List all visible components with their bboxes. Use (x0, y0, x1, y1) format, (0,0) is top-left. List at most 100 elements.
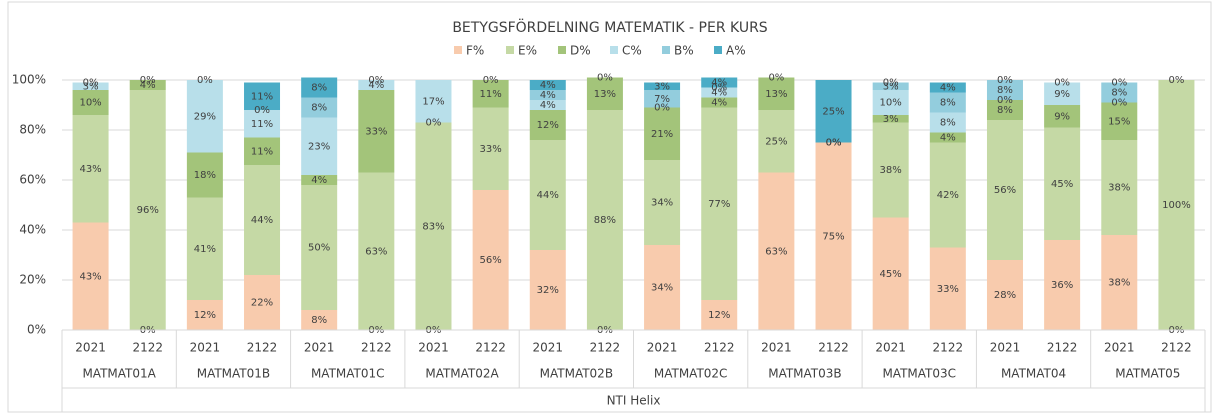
data-label: 4% (711, 98, 727, 109)
data-label: 8% (997, 105, 1013, 116)
bar-segment (701, 87, 738, 98)
data-label: 11% (480, 89, 502, 100)
bar-segment (186, 300, 223, 330)
data-label: 4% (540, 90, 556, 101)
data-label: 38% (1108, 183, 1130, 194)
bar-segment (1044, 82, 1081, 105)
data-label: 4% (140, 80, 156, 91)
bar-segment (244, 275, 281, 330)
bar-segment (929, 142, 966, 248)
data-label: 0% (83, 78, 99, 89)
bar-segment (815, 142, 852, 330)
group-label: MATMAT01C (311, 367, 385, 381)
group-label: MATMAT02B (540, 367, 613, 381)
bar-segment (72, 115, 109, 223)
x-tick-label: 2122 (132, 341, 163, 355)
bar-segment (244, 165, 281, 275)
bar-segment (586, 110, 623, 330)
data-label: 0% (597, 73, 613, 84)
top-group-label: NTI Helix (607, 394, 661, 408)
data-label: 25% (822, 106, 844, 117)
data-label: 4% (540, 80, 556, 91)
bar-segment (644, 90, 681, 108)
data-label: 8% (940, 118, 956, 129)
bar-segment (529, 250, 566, 330)
data-label: 100% (1162, 200, 1191, 211)
data-label: 0% (997, 75, 1013, 86)
bar-segment (301, 185, 338, 310)
bar-segment (872, 82, 909, 90)
data-label: 41% (194, 244, 216, 255)
x-tick-label: 2122 (704, 341, 735, 355)
bar-segment (301, 97, 338, 118)
legend-label: B% (674, 44, 694, 58)
data-label: 45% (880, 269, 902, 280)
data-label: 38% (880, 165, 902, 176)
data-label: 50% (308, 243, 330, 254)
bar-segment (72, 222, 109, 330)
data-label: 0% (197, 75, 213, 86)
data-label: 11% (251, 146, 273, 157)
bar-segment (129, 90, 166, 330)
data-label: 36% (1051, 280, 1073, 291)
data-label: 7% (654, 94, 670, 105)
legend-label: E% (518, 44, 537, 58)
x-tick-label: 2021 (761, 341, 792, 355)
group-label: MATMAT03C (882, 367, 956, 381)
data-label: 34% (651, 198, 673, 209)
data-label: 8% (997, 85, 1013, 96)
x-tick-label: 2122 (247, 341, 278, 355)
bar-segment (129, 80, 166, 90)
legend-label: D% (570, 44, 591, 58)
data-label: 11% (251, 91, 273, 102)
data-label: 0% (654, 103, 670, 114)
data-label: 83% (422, 221, 444, 232)
bar-segment (472, 80, 509, 108)
bar-segment (872, 115, 909, 123)
bar-segment (1044, 105, 1081, 128)
data-label: 0% (711, 83, 727, 94)
data-label: 8% (311, 103, 327, 114)
bar-segment (929, 247, 966, 330)
x-tick-label: 2122 (590, 341, 621, 355)
bar-segment (186, 152, 223, 198)
x-tick-label: 2021 (1104, 341, 1135, 355)
x-tick-label: 2021 (533, 341, 564, 355)
data-label: 45% (1051, 179, 1073, 190)
bar-segment (644, 160, 681, 245)
x-tick-label: 2122 (475, 341, 506, 355)
bar-segment (758, 77, 795, 110)
bar-segment (986, 120, 1023, 260)
bar-segment (986, 100, 1023, 120)
data-label: 12% (537, 120, 559, 131)
bar-segment (644, 107, 681, 160)
data-label: 3% (654, 81, 670, 92)
x-tick-label: 2122 (933, 341, 964, 355)
data-label: 0% (883, 78, 899, 89)
y-tick-label: 0% (27, 323, 46, 337)
bar-segment (929, 92, 966, 113)
data-label: 4% (311, 175, 327, 186)
data-label: 4% (540, 100, 556, 111)
bar-segment (644, 82, 681, 90)
data-label: 0% (768, 73, 784, 84)
bar-segment (529, 80, 566, 90)
x-tick-label: 2021 (75, 341, 106, 355)
x-tick-label: 2021 (875, 341, 906, 355)
chart-title: BETYGSFÖRDELNING MATEMATIK - PER KURS (452, 18, 767, 36)
bar-segment (529, 100, 566, 110)
data-label: 15% (1108, 116, 1130, 127)
x-tick-label: 2122 (818, 341, 849, 355)
group-label: MATMAT01B (197, 367, 270, 381)
legend-swatch (662, 46, 670, 54)
data-label: 21% (651, 129, 673, 140)
data-label: 9% (1054, 111, 1070, 122)
data-label: 8% (1111, 88, 1127, 99)
bar-segment (244, 110, 281, 138)
data-label: 18% (194, 170, 216, 181)
data-label: 0% (368, 75, 384, 86)
bar-segment (301, 117, 338, 175)
bar-segment (244, 137, 281, 165)
data-label: 75% (822, 231, 844, 242)
bar-segment (415, 80, 452, 123)
